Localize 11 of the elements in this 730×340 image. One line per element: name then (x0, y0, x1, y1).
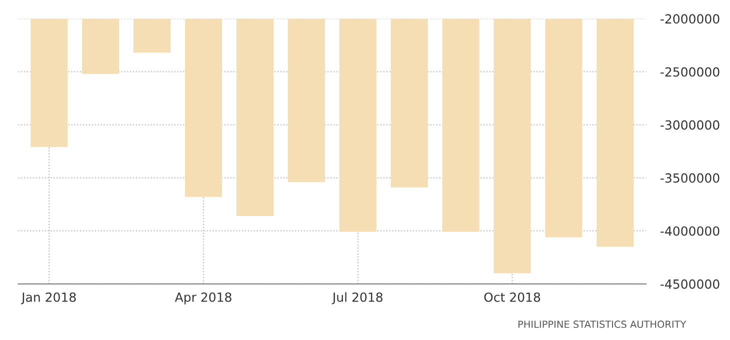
y-tick-label: -3000000 (660, 120, 720, 130)
text: PHILIPPINE STATISTICS AUTHORITY (518, 320, 686, 328)
y-tick-label: -2000000 (660, 14, 720, 24)
x-tick-label: Jan 2018 (20, 292, 76, 304)
y-tick-label: -2500000 (660, 67, 720, 77)
y-tick-label: -4500000 (660, 279, 720, 289)
x-tick-label: Jul 2018 (332, 292, 382, 304)
y-tick-label: -3500000 (660, 173, 720, 183)
x-tick-label: Oct 2018 (484, 292, 540, 302)
y-tick-label: -4000000 (660, 226, 720, 236)
x-tick-label: Apr 2018 (174, 292, 232, 304)
